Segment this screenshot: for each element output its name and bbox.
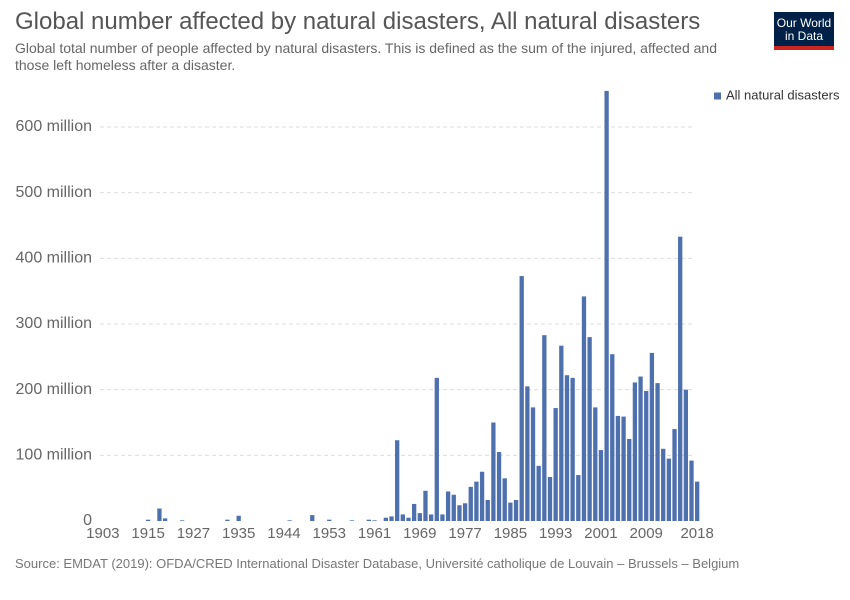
bar: [162, 518, 168, 521]
bar: [598, 450, 604, 521]
bar: [434, 377, 439, 521]
bar: [491, 422, 496, 521]
bar: [604, 90, 609, 521]
bar: [678, 236, 683, 521]
bar: [395, 440, 400, 521]
bar: [695, 481, 700, 521]
bar: [627, 438, 632, 521]
bar: [683, 389, 688, 521]
bar: [287, 520, 292, 521]
x-tick-label: 1915: [131, 525, 164, 542]
y-tick-label: 500 million: [16, 184, 92, 201]
bar: [564, 375, 570, 521]
x-tick-label: 1985: [494, 525, 527, 542]
bar: [644, 390, 649, 521]
bar: [179, 520, 185, 521]
bar: [689, 460, 694, 521]
x-tick-label: 2001: [584, 525, 617, 542]
bar: [525, 386, 530, 521]
bar: [485, 499, 490, 521]
x-tick-label: 2009: [630, 525, 663, 542]
x-tick-label: 1903: [86, 525, 119, 542]
bar: [621, 416, 626, 521]
bar: [587, 337, 592, 521]
y-tick-label: 0: [83, 512, 92, 529]
bar: [310, 515, 315, 521]
bar: [649, 352, 655, 521]
bar: [581, 296, 587, 521]
bar: [547, 477, 553, 521]
x-tick-label: 1977: [448, 525, 481, 542]
legend-label: All natural disasters: [726, 87, 840, 102]
bar: [638, 376, 643, 521]
logo: Our World in Data: [774, 12, 834, 50]
bar: [440, 514, 445, 521]
bar: [412, 503, 417, 521]
bar: [236, 515, 241, 521]
bar: [655, 383, 660, 521]
bar: [406, 517, 411, 521]
bar: [502, 478, 507, 521]
x-tick-label: 1927: [177, 525, 210, 542]
x-tick-label: 1944: [267, 525, 300, 542]
bar: [462, 503, 468, 521]
bar: [570, 377, 575, 521]
x-tick-label: 1969: [403, 525, 436, 542]
x-tick-label: 2018: [680, 525, 713, 542]
bar: [661, 448, 666, 521]
bar: [672, 429, 677, 521]
bar: [372, 520, 377, 521]
bar: [666, 458, 672, 521]
legend-swatch: [714, 92, 721, 100]
bar: [610, 354, 615, 521]
bar: [400, 514, 405, 521]
bar: [519, 276, 524, 521]
chart-subtitle: Global total number of people affected b…: [15, 40, 717, 73]
chart-title: Global number affected by natural disast…: [15, 8, 701, 35]
bar: [225, 519, 230, 521]
bar: [530, 407, 536, 521]
bar: [327, 519, 332, 521]
bar: [457, 505, 462, 521]
bar: [576, 475, 581, 521]
bar: [428, 514, 434, 521]
x-tick-label: 1961: [358, 525, 391, 542]
bar: [468, 486, 473, 521]
bar: [479, 471, 485, 521]
y-tick-label: 400 million: [16, 250, 92, 267]
bar: [615, 415, 621, 521]
bar: [632, 382, 638, 521]
bar: [157, 508, 162, 521]
bar: [474, 481, 479, 521]
bar: [417, 513, 422, 521]
bar: [559, 345, 564, 521]
bar: [349, 520, 355, 521]
bar: [145, 519, 151, 521]
bar: [593, 407, 598, 521]
y-tick-label: 200 million: [16, 381, 92, 398]
bar: [513, 499, 519, 521]
bar: [389, 516, 394, 521]
y-tick-label: 600 million: [16, 118, 92, 135]
bar: [508, 502, 513, 521]
source-note: Source: EMDAT (2019): OFDA/CRED Internat…: [15, 556, 740, 571]
bar: [553, 408, 558, 521]
bar: [445, 491, 451, 521]
bar: [496, 452, 502, 521]
bar: [423, 490, 428, 521]
x-tick-label: 1953: [313, 525, 346, 542]
y-tick-label: 300 million: [16, 315, 92, 332]
x-tick-label: 1993: [539, 525, 572, 542]
bar: [451, 494, 456, 521]
x-tick-label: 1935: [222, 525, 255, 542]
bar: [542, 335, 547, 521]
bar: [383, 517, 388, 521]
y-tick-label: 100 million: [16, 447, 92, 464]
bar: [536, 465, 541, 521]
bar: [366, 519, 372, 521]
